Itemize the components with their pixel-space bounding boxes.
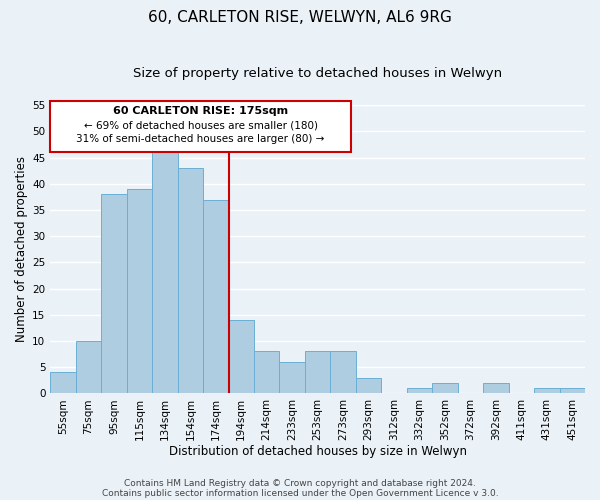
X-axis label: Distribution of detached houses by size in Welwyn: Distribution of detached houses by size …	[169, 444, 467, 458]
Bar	[76, 341, 101, 394]
Bar	[152, 152, 178, 394]
Bar	[178, 168, 203, 394]
Text: 31% of semi-detached houses are larger (80) →: 31% of semi-detached houses are larger (…	[76, 134, 325, 144]
Bar	[305, 352, 331, 394]
Bar	[534, 388, 560, 394]
Title: Size of property relative to detached houses in Welwyn: Size of property relative to detached ho…	[133, 68, 502, 80]
Bar	[483, 383, 509, 394]
Bar	[254, 352, 280, 394]
Bar	[280, 362, 305, 394]
Bar	[101, 194, 127, 394]
Text: Contains public sector information licensed under the Open Government Licence v : Contains public sector information licen…	[101, 488, 499, 498]
Bar	[560, 388, 585, 394]
Bar	[203, 200, 229, 394]
Text: 60 CARLETON RISE: 175sqm: 60 CARLETON RISE: 175sqm	[113, 106, 288, 117]
Bar	[432, 383, 458, 394]
Bar	[127, 189, 152, 394]
Bar	[50, 372, 76, 394]
Bar	[331, 352, 356, 394]
Bar	[356, 378, 381, 394]
Text: 60, CARLETON RISE, WELWYN, AL6 9RG: 60, CARLETON RISE, WELWYN, AL6 9RG	[148, 10, 452, 25]
Bar	[407, 388, 432, 394]
Bar	[229, 320, 254, 394]
Text: ← 69% of detached houses are smaller (180): ← 69% of detached houses are smaller (18…	[83, 121, 317, 131]
Text: Contains HM Land Registry data © Crown copyright and database right 2024.: Contains HM Land Registry data © Crown c…	[124, 478, 476, 488]
Y-axis label: Number of detached properties: Number of detached properties	[15, 156, 28, 342]
FancyBboxPatch shape	[50, 101, 351, 152]
